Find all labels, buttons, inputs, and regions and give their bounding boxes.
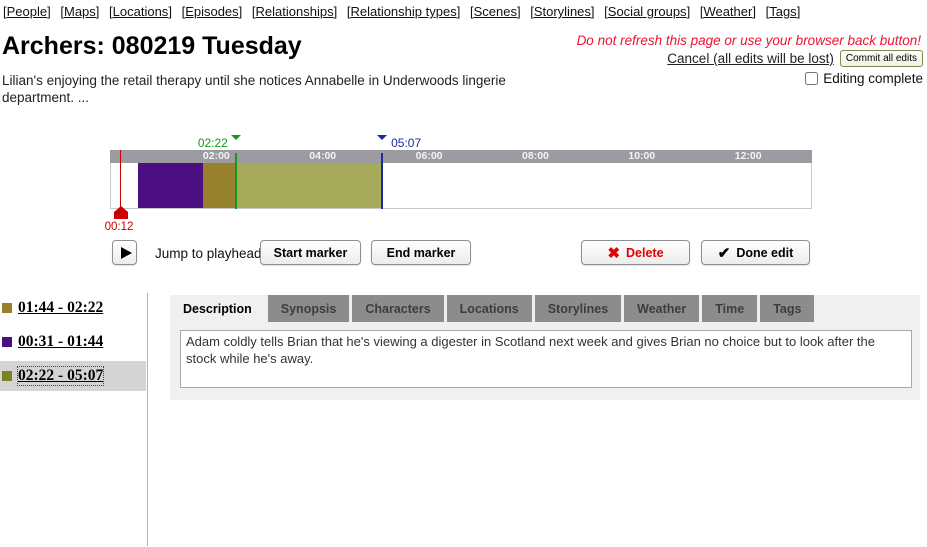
commit-row: Cancel (all edits will be lost) Commit a… [667,50,923,67]
nav-link-label[interactable]: Tags [769,4,797,19]
editing-complete-label: Editing complete [823,71,923,86]
nav-link[interactable]: [Scenes] [469,4,521,19]
end-marker-time-label: 05:07 [391,136,422,150]
nav-link-label[interactable]: Relationships [255,4,334,19]
timeline-tick-label: 02:00 [202,150,230,162]
tab[interactable]: Locations [446,295,532,322]
scene-segment[interactable] [138,163,203,208]
page-title: Archers: 080219 Tuesday [2,32,302,60]
tab[interactable]: Weather [624,295,700,322]
nav-link-label[interactable]: People [6,4,48,19]
episode-synopsis: Lilian's enjoying the retail therapy unt… [2,73,506,105]
play-icon [120,246,132,259]
start-marker-button[interactable]: Start marker [260,240,361,265]
timeline-tick-label: 04:00 [309,150,337,162]
nav-link[interactable]: [Relationship types] [346,4,461,19]
nav-link-label[interactable]: Maps [63,4,96,19]
tab[interactable]: Characters [352,295,444,322]
nav-link-label[interactable]: Relationship types [350,4,457,19]
timeline-tick-label: 10:00 [628,150,656,162]
tab[interactable]: Storylines [534,295,622,322]
tab[interactable]: Description [170,295,265,322]
scene-color-swatch-icon [2,371,12,381]
done-check-icon: ✔ [717,244,731,262]
nav-link-label[interactable]: Scenes [473,4,517,19]
tab[interactable]: Time [702,295,758,322]
timeline-tick-label: 08:00 [522,150,549,162]
scene-list: 01:44 - 02:22 00:31 - 01:44 02:22 - 05:0… [0,293,146,395]
end-marker-line[interactable] [381,153,384,209]
timeline: 02:22 05:07 02:00 04:00 06:00 08:00 10:00 12:… [105,135,812,239]
vertical-divider [147,293,148,546]
playhead-line[interactable] [119,150,122,209]
tab-bar: Description Synopsis Characters Locations St… [170,295,815,322]
scene-list-item[interactable]: 00:31 - 01:44 [0,327,146,357]
jump-to-playhead-label: Jump to playhead: [155,246,266,261]
tab[interactable]: Tags [760,295,815,322]
timeline-tick-label: 06:00 [415,150,443,162]
timeline-track[interactable] [110,163,812,209]
scene-segment[interactable] [202,163,237,208]
playhead-time-label: 00:12 [104,221,134,233]
done-edit-button[interactable]: ✔ Done edit [701,240,810,265]
nav-link[interactable]: [People] [3,4,51,19]
nav-link[interactable]: [Episodes] [181,4,243,19]
commit-all-edits-button[interactable]: Commit all edits [839,50,923,67]
tab[interactable]: Synopsis [267,295,350,322]
nav-link-label[interactable]: Locations [112,4,169,19]
nav-link-label[interactable]: Episodes [185,4,239,19]
timeline-ruler[interactable]: 02:00 04:00 06:00 08:00 10:00 12:00 [110,150,812,163]
playback-controls: Jump to playhead: Start marker End marke… [110,239,820,266]
scene-time-range-link[interactable]: 01:44 - 02:22 [18,299,104,316]
delete-x-icon: ✖ [607,244,621,262]
editing-complete-checkbox[interactable] [805,72,819,85]
warning-text: Do not refresh this page or use your bro… [576,33,921,48]
scene-segment[interactable] [236,163,383,208]
delete-button[interactable]: ✖ Delete [581,240,690,265]
nav-link[interactable]: [Locations] [109,4,172,19]
nav-link[interactable]: [Storylines] [530,4,595,19]
play-button[interactable] [112,240,137,265]
scene-color-swatch-icon [2,337,12,347]
nav-link-label[interactable]: Weather [703,4,753,19]
nav-link-label[interactable]: Storylines [533,4,591,19]
top-nav: [People] [Maps] [Locations] [Episodes] [… [3,4,806,19]
scene-time-range-link[interactable]: 02:22 - 05:07 [16,366,105,386]
scene-color-swatch-icon [2,303,12,313]
editing-complete-row: Editing complete [805,71,923,86]
nav-link[interactable]: [Weather] [699,4,756,19]
timeline-tick-label: 12:00 [734,150,762,162]
tab-panel: Description Synopsis Characters Locations St… [170,295,920,400]
nav-link[interactable]: [Relationships] [251,4,338,19]
scene-time-range-link[interactable]: 00:31 - 01:44 [18,333,104,350]
nav-link-label[interactable]: Social groups [607,4,687,19]
start-marker-time-label: 02:22 [197,136,228,150]
nav-link[interactable]: [Maps] [60,4,100,19]
description-textarea[interactable]: Adam coldly tells Brian that he's viewin… [180,330,912,388]
nav-link[interactable]: [Social groups] [604,4,691,19]
start-marker-line[interactable] [234,153,237,209]
end-marker-button[interactable]: End marker [371,240,471,265]
cancel-link[interactable]: Cancel (all edits will be lost) [667,51,834,66]
playhead-marker-icon[interactable] [113,206,128,219]
scene-list-item[interactable]: 01:44 - 02:22 [0,293,146,323]
nav-link[interactable]: [Tags] [765,4,801,19]
scene-list-item[interactable]: 02:22 - 05:07 [0,361,146,391]
